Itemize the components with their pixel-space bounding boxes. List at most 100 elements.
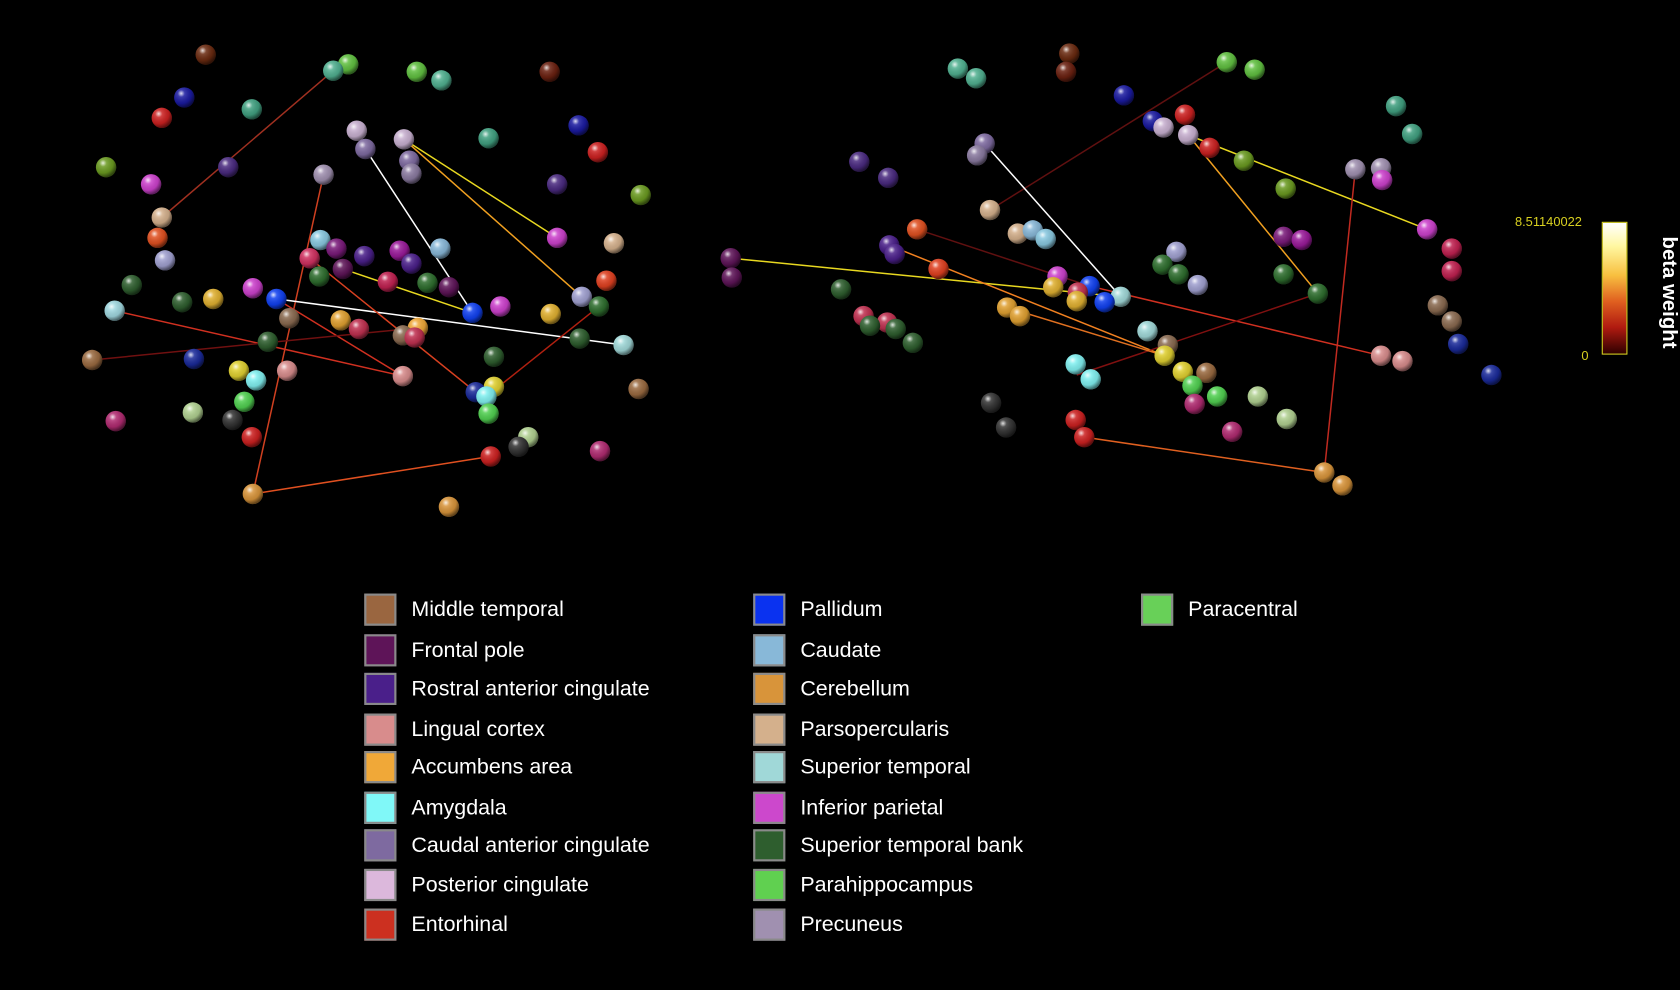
connection-edge xyxy=(1006,306,1165,357)
region-node xyxy=(105,410,126,432)
region-node xyxy=(849,151,870,172)
region-node xyxy=(417,272,438,294)
legend-item: Superior temporal xyxy=(753,751,971,784)
legend-item: Entorhinal xyxy=(364,908,508,941)
region-node xyxy=(1233,150,1255,171)
legend-label: Inferior parietal xyxy=(800,795,944,820)
region-node xyxy=(1035,228,1056,250)
region-node xyxy=(1154,345,1175,366)
region-node xyxy=(406,61,427,82)
region-node xyxy=(1416,219,1438,240)
region-node xyxy=(299,248,320,269)
region-node xyxy=(1441,238,1462,259)
region-node xyxy=(389,240,410,261)
region-node xyxy=(1481,364,1502,386)
region-node xyxy=(1113,85,1135,106)
region-node xyxy=(242,483,264,505)
legend-label: Superior temporal bank xyxy=(800,833,1024,857)
legend-swatch xyxy=(364,672,397,705)
legend-swatch xyxy=(753,634,786,667)
legend-item: Parahippocampus xyxy=(753,868,973,902)
region-node xyxy=(354,245,375,267)
region-node xyxy=(483,346,505,367)
region-node xyxy=(323,60,344,81)
legend-item: Cerebellum xyxy=(753,672,910,705)
legend-swatch xyxy=(753,751,786,784)
region-node xyxy=(203,288,224,310)
region-node xyxy=(241,99,262,120)
region-node xyxy=(1273,226,1294,247)
legend-item: Caudal anterior cingulate xyxy=(364,829,650,862)
region-node xyxy=(1307,283,1329,304)
legend-swatch xyxy=(753,868,786,902)
region-node xyxy=(222,409,243,431)
brain-network-views xyxy=(81,43,1502,517)
region-node xyxy=(228,360,250,381)
connection-edge xyxy=(485,305,600,398)
region-node xyxy=(587,141,609,163)
region-node xyxy=(878,167,899,189)
region-node xyxy=(885,318,906,340)
region-node xyxy=(720,248,741,269)
region-node xyxy=(182,402,204,423)
region-node xyxy=(546,227,568,249)
colorbar-max-label: 8.51140022 xyxy=(1514,214,1582,230)
region-node xyxy=(859,315,881,336)
legend-label: Lingual cortex xyxy=(411,717,545,741)
region-node xyxy=(603,233,625,254)
region-node xyxy=(568,115,589,136)
legend-swatch xyxy=(1141,593,1174,626)
region-node xyxy=(928,258,949,280)
region-node xyxy=(965,68,987,89)
region-node xyxy=(95,156,117,178)
region-node xyxy=(1370,345,1392,366)
region-node xyxy=(332,258,354,280)
legend-label: Parsopercularis xyxy=(800,717,950,741)
legend-label: Precuneus xyxy=(800,912,903,936)
region-node xyxy=(1182,375,1203,396)
region-node xyxy=(392,365,414,387)
region-node xyxy=(628,378,649,400)
region-node xyxy=(1166,241,1187,262)
legend-swatch xyxy=(753,593,786,626)
legend-label: Caudate xyxy=(800,638,882,662)
region-node xyxy=(1196,362,1217,384)
region-node xyxy=(540,303,561,325)
connection-edge xyxy=(984,143,1122,298)
region-node xyxy=(1371,169,1393,191)
region-node xyxy=(1065,409,1086,431)
region-node xyxy=(490,296,511,317)
colorbar-min-label: 0 xyxy=(1581,348,1589,364)
region-node xyxy=(1427,295,1448,316)
region-node xyxy=(966,145,988,166)
region-node xyxy=(830,279,852,300)
region-node xyxy=(589,440,611,462)
legend-label: Frontal pole xyxy=(411,638,525,662)
region-node xyxy=(596,270,617,291)
region-node xyxy=(1153,117,1174,138)
region-node xyxy=(1447,333,1469,355)
region-node xyxy=(309,266,330,287)
legend-item: Caudate xyxy=(753,634,882,667)
region-node xyxy=(995,417,1017,438)
connection-edge xyxy=(276,298,404,377)
region-node xyxy=(979,199,1001,221)
connection-edge xyxy=(1084,436,1325,474)
region-node xyxy=(539,61,560,82)
region-node xyxy=(346,120,367,141)
legend-label: Middle temporal xyxy=(411,597,564,621)
legend-swatch xyxy=(364,791,397,824)
region-node xyxy=(1441,260,1462,282)
region-node xyxy=(1276,408,1297,430)
region-node xyxy=(1206,386,1228,407)
colorbar xyxy=(1601,221,1628,355)
region-node xyxy=(1059,43,1080,64)
region-node xyxy=(1385,95,1407,117)
region-node xyxy=(242,278,264,299)
region-node xyxy=(348,318,370,340)
region-node xyxy=(257,331,279,352)
legend-item: Parsopercularis xyxy=(753,713,950,746)
region-node xyxy=(1345,159,1366,180)
legend-swatch xyxy=(364,751,397,784)
region-node xyxy=(81,349,103,371)
